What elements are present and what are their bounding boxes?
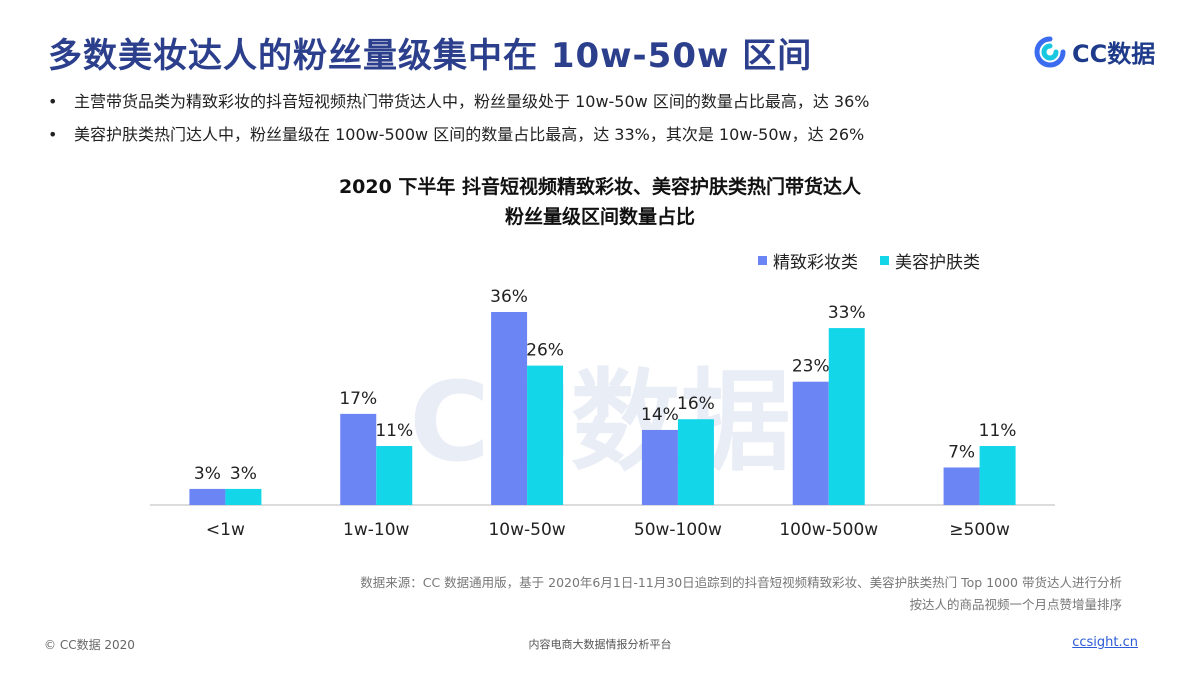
bar-series-1-0 [189, 488, 226, 505]
bar-series-2-5 [979, 446, 1016, 505]
cc-data-logo-icon [1034, 36, 1066, 67]
data-label-series-1-1: 17% [339, 389, 377, 409]
data-label-series-2-0: 3% [230, 464, 257, 484]
bar-series-1-4 [792, 381, 829, 505]
bar-series-1-1 [340, 413, 377, 505]
data-label-series-1-2: 36% [490, 287, 528, 307]
data-label-series-2-3: 16% [677, 394, 715, 414]
bullet-item: • 美容护肤类热门达人中，粉丝量级在 100w-500w 区间的数量占比最高，达… [48, 125, 1168, 145]
legend-swatch-1 [758, 256, 767, 265]
bar-series-2-0 [225, 488, 262, 505]
source-line-1: 数据来源：CC 数据通用版，基于 2020年6月1日-11月30日追踪到的抖音短… [360, 575, 1122, 590]
footer-copyright: © CC数据 2020 [44, 638, 135, 652]
x-tick-label-2: 10w-50w [488, 520, 565, 540]
logo-text: CC数据 [1072, 40, 1156, 68]
chart-subtitle: 粉丝量级区间数量占比 [504, 206, 695, 228]
page-title: 多数美妆达人的粉丝量级集中在 10w-50w 区间 [48, 36, 813, 76]
bullet-text: 主营带货品类为精致彩妆的抖音短视频热门带货达人中，粉丝量级处于 10w-50w … [74, 92, 870, 111]
data-label-series-2-5: 11% [979, 421, 1017, 441]
bar-series-2-1 [376, 446, 413, 505]
chart-legend: 精致彩妆类 美容护肤类 [758, 248, 992, 273]
x-tick-label-5: ≥500w [949, 520, 1010, 540]
x-tick-label-1: 1w-10w [343, 520, 409, 540]
legend-label-1: 精致彩妆类 [773, 253, 858, 273]
bar-series-1-3 [641, 429, 678, 505]
data-label-series-2-2: 26% [526, 341, 564, 361]
bullet-text: 美容护肤类热门达人中，粉丝量级在 100w-500w 区间的数量占比最高，达 3… [74, 125, 865, 144]
watermark-text: CC数据 [409, 358, 790, 486]
legend-label-2: 美容护肤类 [895, 253, 980, 273]
x-tick-label-0: <1w [206, 520, 245, 540]
chart-title: 2020 下半年 抖音短视频精致彩妆、美容护肤类热门带货达人 [338, 176, 862, 198]
source-line-2: 按达人的商品视频一个月点赞增量排序 [909, 597, 1122, 612]
data-label-series-1-3: 14% [641, 405, 679, 425]
bullet-item: • 主营带货品类为精致彩妆的抖音短视频热门带货达人中，粉丝量级处于 10w-50… [48, 92, 1168, 112]
bullet-list: • 主营带货品类为精致彩妆的抖音短视频热门带货达人中，粉丝量级处于 10w-50… [48, 92, 1168, 158]
bar-series-2-3 [677, 419, 714, 505]
brand-logo[interactable]: CC数据 [1034, 34, 1155, 69]
data-label-series-1-4: 23% [792, 357, 830, 377]
x-tick-label-4: 100w-500w [779, 520, 878, 540]
footer-site-link[interactable]: ccsight.cn [1072, 635, 1138, 650]
bar-series-2-2 [527, 365, 564, 505]
bar-series-1-5 [943, 467, 980, 505]
bullet-dot-icon: • [48, 92, 58, 111]
data-label-series-2-1: 11% [375, 421, 413, 441]
legend-item-series-1: 精致彩妆类 [758, 248, 858, 273]
data-label-series-2-4: 33% [828, 303, 866, 323]
bar-series-1-2 [491, 312, 528, 505]
data-source-note: 数据来源：CC 数据通用版，基于 2020年6月1日-11月30日追踪到的抖音短… [360, 572, 1122, 616]
legend-swatch-2 [880, 256, 889, 265]
bullet-dot-icon: • [48, 125, 58, 144]
x-tick-label-3: 50w-100w [634, 520, 722, 540]
data-label-series-1-0: 3% [194, 464, 221, 484]
data-label-series-1-5: 7% [948, 442, 975, 462]
footer-platform: 内容电商大数据情报分析平台 [528, 638, 672, 651]
legend-item-series-2: 美容护肤类 [880, 248, 980, 273]
bar-series-2-4 [828, 328, 865, 505]
